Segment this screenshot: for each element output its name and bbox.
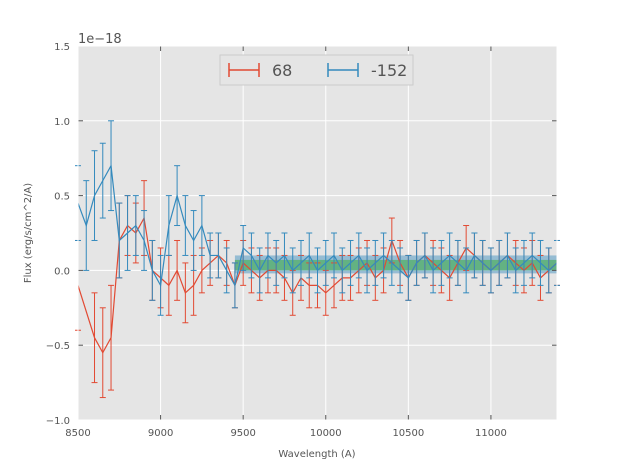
legend: 68 -152: [219, 54, 414, 86]
series-layer: [75, 120, 560, 399]
x-tick-label: 11000: [475, 428, 507, 439]
fit-band: [234, 259, 557, 271]
x-axis-label: Wavelength (A): [278, 449, 355, 460]
x-tick-label: 9500: [230, 428, 255, 439]
highlight-band: [234, 255, 557, 274]
series-minus-152: [75, 120, 560, 316]
legend-label-68: 68: [272, 61, 292, 80]
legend-entry-minus-152: -152: [327, 61, 407, 80]
offset-label: 1e−18: [78, 32, 122, 47]
x-tick-label: 8500: [65, 428, 90, 439]
x-tick-label: 10000: [310, 428, 342, 439]
y-tick-label: −0.5: [46, 341, 70, 352]
y-axis-label: Flux (erg/s/cm^2/A): [23, 183, 34, 283]
x-tick-label: 9000: [148, 428, 173, 439]
y-tick-label: 1.0: [54, 117, 70, 128]
y-tick-label: 0.5: [54, 192, 70, 203]
y-tick-label: 1.5: [54, 42, 70, 53]
tick-labels: 8500 9000 9500 10000 10500 11000 −1.0 −0.5 0.0 0.…: [46, 42, 507, 439]
legend-entry-68: 68: [228, 61, 292, 80]
legend-label-minus-152: -152: [371, 61, 407, 80]
y-tick-label: −1.0: [46, 416, 70, 427]
series-line: [77, 163, 558, 288]
x-tick-label: 10500: [392, 428, 424, 439]
y-tick-label: 0.0: [54, 266, 70, 277]
plot-frame: [77, 45, 558, 421]
plot-background: [78, 46, 557, 420]
